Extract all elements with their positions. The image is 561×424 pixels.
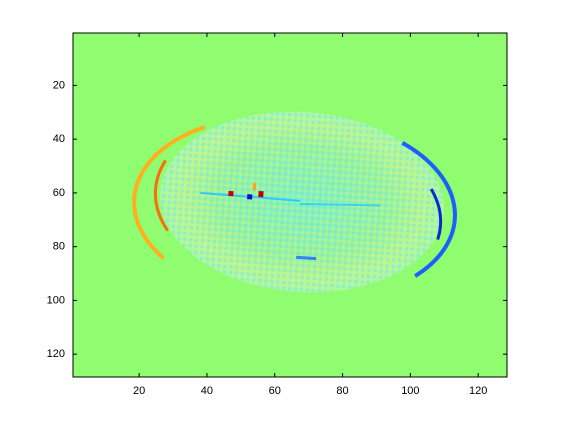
y-tick-label: 20 [53,79,65,91]
x-tick-label: 60 [269,385,281,397]
image-layer [73,33,507,377]
slice-edge-hot [153,159,169,232]
y-tick-label: 60 [53,187,65,199]
x-tick-label: 100 [401,385,419,397]
y-tick-label: 40 [53,133,65,145]
slice-spot [228,190,234,197]
x-tick-label: 40 [201,385,213,397]
axes-box [72,32,508,378]
slice-edge-cold [429,188,443,241]
y-tick-label: 100 [47,294,65,306]
y-tick-label: 80 [53,241,65,253]
slice-spot [252,182,257,191]
x-tick-label: 120 [469,385,487,397]
x-tick-label: 80 [336,385,348,397]
slice-feature [299,202,380,207]
x-tick-label: 20 [133,385,145,397]
slice-spot [296,255,317,261]
brain-slice [132,111,457,293]
slice-spot [258,190,264,198]
y-tick-label: 120 [47,348,65,360]
slice-texture [160,111,444,293]
slice-edge-cool [401,141,457,278]
slice-spot [247,194,253,200]
slice-edge-warm [132,125,206,261]
